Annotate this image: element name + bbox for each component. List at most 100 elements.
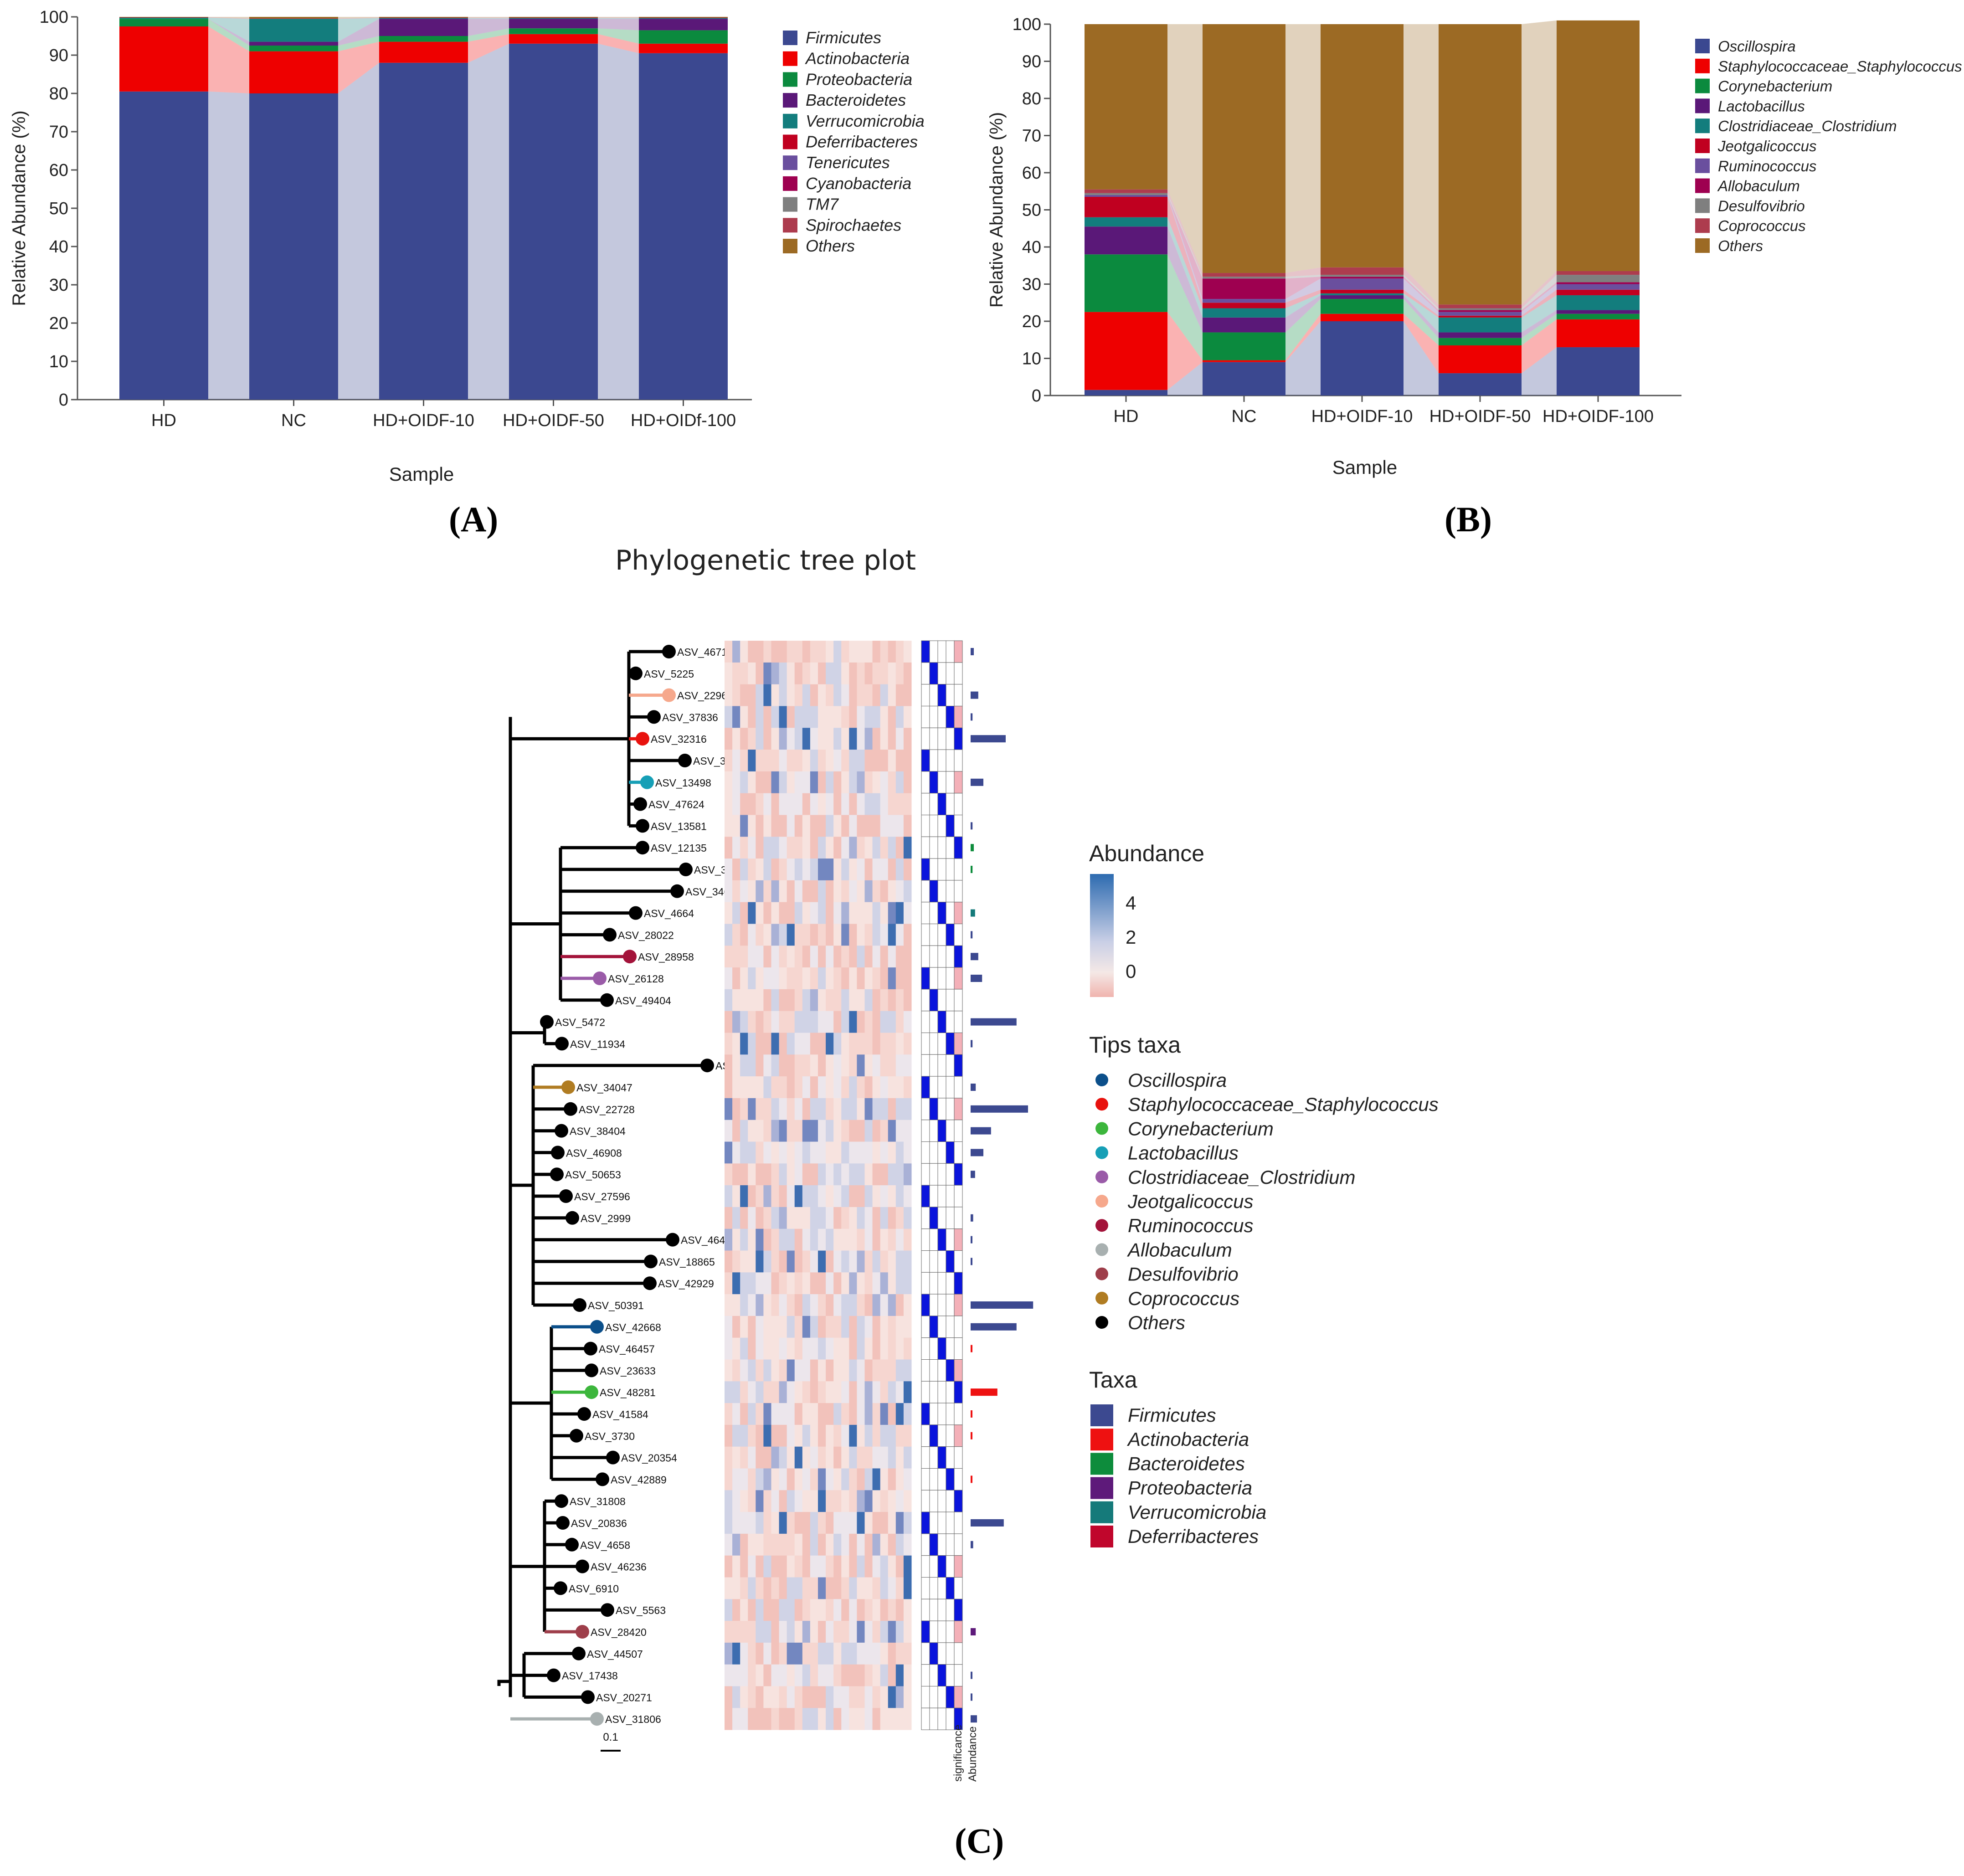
heatmap-cell [756,728,764,750]
heatmap-cell [857,1272,865,1295]
significance-cell [921,945,930,968]
significance-cell [921,1707,930,1730]
significance-cell [954,880,963,903]
significance-cell [921,1250,930,1273]
heatmap-cell [794,1555,803,1578]
tree-title: Phylogenetic tree plot [615,545,916,576]
heatmap-cell [802,837,811,859]
heatmap-cell [779,1555,787,1578]
significance-cell [921,1511,930,1534]
bar-bacteroidetes [249,41,338,46]
heatmap-cell [864,880,873,903]
heatmap-cell [794,815,803,837]
heatmap-cell [740,967,748,990]
heatmap-cell [880,1250,889,1273]
heatmap-cell [818,815,826,837]
heatmap-cell [794,1381,803,1403]
flow-verrucomicrobia [208,17,249,42]
tips-legend-label: Oscillospira [1128,1069,1227,1091]
heatmap-cell [849,1664,857,1686]
heatmap-cell [787,1098,795,1120]
heatmap-cell [895,902,904,924]
heatmap-cell [756,1381,764,1403]
heatmap-cell [756,1468,764,1491]
flow-others [598,17,639,18]
heatmap-cell [779,1141,787,1164]
heatmap-cell [779,750,787,772]
heatmap-cell [872,1076,881,1099]
heatmap-cell [826,1141,834,1164]
tip-node-asv-22728 [564,1102,577,1116]
heatmap-cell [888,989,896,1012]
heatmap-cell [818,1686,826,1708]
heatmap-cell [833,967,842,990]
significance-cell [954,1686,963,1708]
tip-node-asv-46236 [576,1559,589,1573]
significance-cell [954,1011,963,1033]
bar-clostridiaceae-clostridium [1321,293,1404,295]
heatmap-cell [748,1120,756,1142]
heatmap-cell [841,1337,849,1360]
legend-label: Verrucomicrobia [806,112,925,130]
heatmap-cell [779,902,787,924]
significance-cell [954,1316,963,1338]
heatmap-cell [872,1120,881,1142]
heatmap-cell [771,1054,780,1077]
heatmap-cell [857,1185,865,1208]
heatmap-cell [779,1054,787,1077]
heatmap-cell [826,1424,834,1447]
heatmap-cell [794,837,803,859]
heatmap-cell [725,1141,733,1164]
heatmap-cell [725,1185,733,1208]
heatmap-cell [771,1141,780,1164]
heatmap-cell [732,1076,740,1099]
heatmap-cell [895,1424,904,1447]
heatmap-cell [841,1163,849,1186]
flow-allobaculum [1285,277,1321,299]
taxa-legend-label: Actinobacteria [1126,1429,1249,1450]
heatmap-cell [779,858,787,881]
tip-label: ASV_28958 [638,951,694,963]
heatmap-cell [841,662,849,685]
bar-staphylococcaceae-staphylococcus [1321,314,1404,321]
heatmap-cell [826,946,834,968]
taxa-legend-swatch [1090,1526,1113,1547]
heatmap-cell [895,1337,904,1360]
y-tick-label: 0 [59,391,68,410]
significance-cell [921,902,930,924]
heatmap-cell [732,684,740,706]
heatmap-cell [857,1424,865,1447]
heatmap-cell [833,1359,842,1382]
heatmap-cell [771,1577,780,1599]
tip-label: ASV_26128 [608,973,664,985]
flow-ruminococcus [1404,278,1439,316]
heatmap-cell [880,1076,889,1099]
significance-cell [937,1337,946,1360]
tip-label: ASV_31806 [605,1713,661,1725]
significance-cell [954,1359,963,1382]
tip-label: ASV_20271 [596,1691,652,1703]
heatmap-cell [880,815,889,837]
heatmap-cell [849,989,857,1012]
heatmap-cell [732,967,740,990]
significance-cell [937,706,946,728]
significance-cell [937,1163,946,1186]
heatmap-cell [740,684,748,706]
heatmap-cell [810,1163,818,1186]
significance-cell [929,1446,938,1469]
heatmap-cell [794,1272,803,1295]
heatmap-cell [841,815,849,837]
heatmap-cell [872,1490,881,1512]
bar-jeotgalicoccus [1085,196,1167,217]
heatmap-cell [779,1599,787,1621]
bar-lactobacillus [1557,310,1640,314]
heatmap-cell [841,1294,849,1316]
heatmap-cell [732,728,740,750]
heatmap-cell [756,1446,764,1469]
heatmap-cell [849,1708,857,1730]
heatmap-cell [740,641,748,663]
heatmap-cell [903,1621,912,1643]
heatmap-cell [748,1337,756,1360]
heatmap-cell [872,880,881,903]
heatmap-cell [787,1490,795,1512]
